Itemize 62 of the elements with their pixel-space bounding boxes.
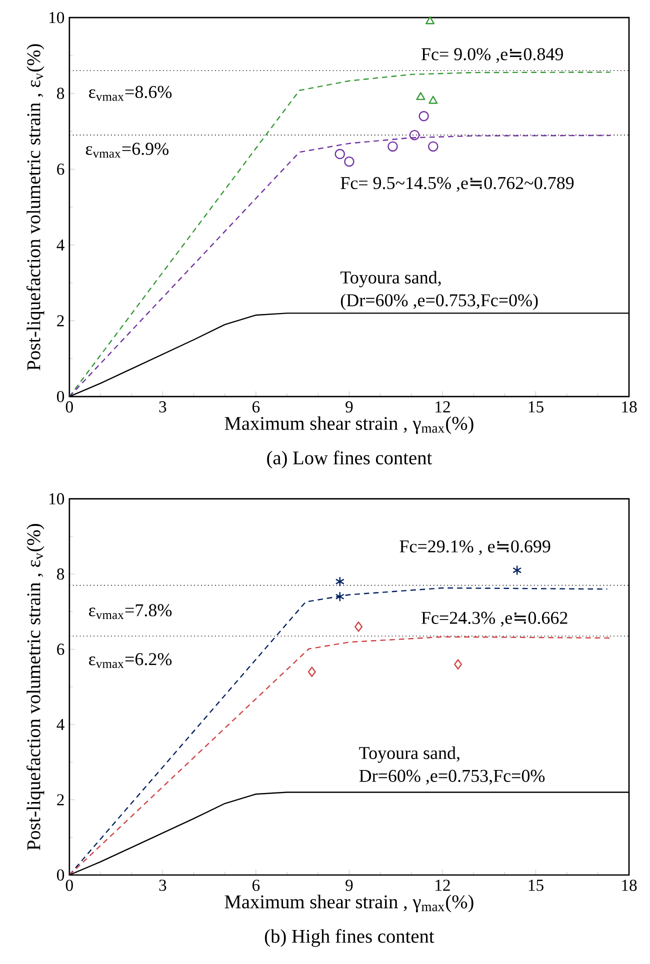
annotation: ε$_{vmax}$=7.8% bbox=[89, 604, 172, 620]
point bbox=[416, 92, 426, 100]
point bbox=[428, 141, 438, 152]
y-tick-label: 10 bbox=[49, 493, 64, 504]
point bbox=[428, 96, 438, 104]
line-series bbox=[68, 636, 611, 876]
point bbox=[512, 565, 522, 576]
annotation: ε$_{vmax}$=8.6% bbox=[89, 86, 172, 101]
x-tick-label: 0 bbox=[66, 880, 73, 891]
x-tick-label: 15 bbox=[528, 401, 544, 412]
annotation: Dr=60% ,e=0.753,Fc=0% bbox=[359, 770, 545, 785]
x-axis-title: Maximum shear strain , γ$_{max}$(%) bbox=[224, 416, 474, 434]
y-tick-label: 8 bbox=[56, 88, 64, 100]
point bbox=[388, 141, 398, 152]
y-tick-label: 10 bbox=[49, 12, 64, 24]
x-tick-label: 6 bbox=[252, 401, 260, 413]
annotation: Fc= 9.0% ,e≒0.849 bbox=[421, 48, 563, 63]
y-tick-label: 4 bbox=[56, 719, 64, 730]
annotation: Toyoura sand, bbox=[359, 746, 460, 763]
x-tick-label: 12 bbox=[436, 880, 450, 891]
x-tick-label: 15 bbox=[528, 880, 544, 891]
x-tick-label: 18 bbox=[622, 880, 637, 891]
x-axis-title: Maximum shear strain , γ$_{max}$(%) bbox=[224, 894, 474, 912]
annotation: Toyoura sand, bbox=[340, 270, 441, 288]
point bbox=[334, 148, 346, 160]
x-tick-label: 9 bbox=[346, 401, 353, 413]
point bbox=[426, 16, 435, 24]
point bbox=[335, 591, 344, 602]
point bbox=[354, 622, 363, 632]
y-axis-title: Post-liquefaction volumetric strain , ε$_{v}$(%) bbox=[26, 44, 44, 370]
x-tick-label: 3 bbox=[159, 401, 166, 413]
y-tick-label: 0 bbox=[56, 390, 64, 402]
y-tick-label: 4 bbox=[56, 240, 64, 250]
y-axis-title: Post-liquefaction volumetric strain , ε$_{v}$(%) bbox=[26, 524, 44, 850]
point bbox=[344, 156, 354, 167]
annotation: ε$_{vmax}$=6.2% bbox=[89, 653, 172, 668]
annotation: ε$_{vmax}$=6.9% bbox=[86, 142, 168, 158]
annotation: Fc= 9.5~14.5% ,e≒0.762~0.789 bbox=[340, 176, 574, 192]
point bbox=[454, 659, 462, 670]
y-tick-label: 6 bbox=[57, 644, 64, 655]
point bbox=[409, 130, 420, 140]
x-tick-label: 6 bbox=[252, 880, 260, 891]
line-series bbox=[68, 72, 611, 398]
y-tick-label: 2 bbox=[57, 794, 64, 806]
point bbox=[418, 111, 429, 122]
annotation: Fc=24.3% ,e≒0.662 bbox=[421, 612, 568, 627]
x-tick-label: 9 bbox=[346, 880, 353, 891]
point bbox=[335, 576, 344, 587]
x-tick-label: 12 bbox=[436, 401, 450, 412]
y-tick-label: 8 bbox=[56, 568, 64, 580]
y-tick-label: 0 bbox=[56, 869, 64, 881]
x-tick-label: 18 bbox=[622, 401, 637, 413]
line-series bbox=[68, 587, 608, 876]
annotation: Fc=29.1% , e≒0.699 bbox=[400, 540, 550, 556]
annotation: (Dr=60% ,e=0.753,Fc=0%) bbox=[340, 294, 538, 310]
y-tick-label: 2 bbox=[57, 315, 64, 326]
text: (a) Low fines content bbox=[267, 450, 432, 468]
point bbox=[308, 666, 316, 677]
y-tick-label: 6 bbox=[57, 164, 64, 175]
x-tick-label: 3 bbox=[159, 880, 166, 891]
text: (b) High fines content bbox=[264, 929, 434, 947]
x-tick-label: 0 bbox=[66, 401, 73, 413]
